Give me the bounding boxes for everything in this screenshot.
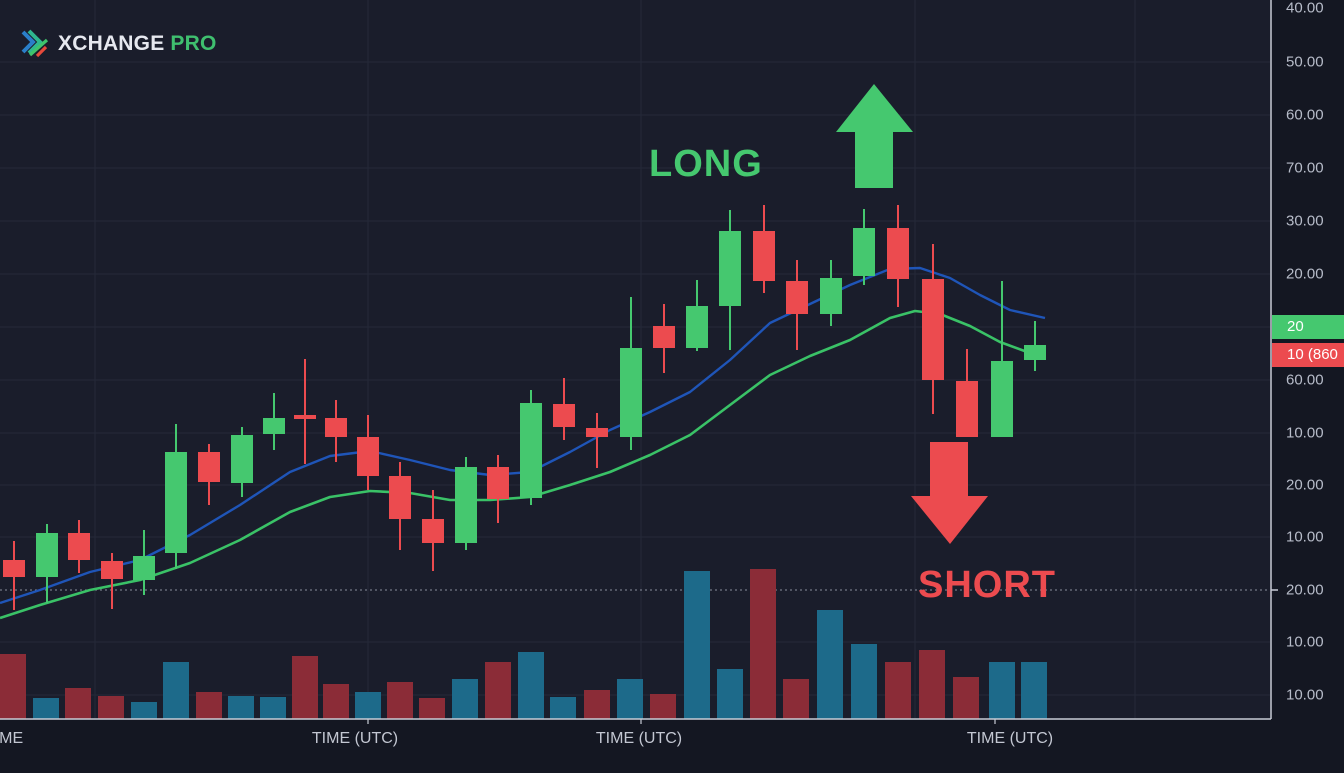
time-axis-label: TIME (UTC) xyxy=(966,730,1054,747)
candlestick[interactable] xyxy=(487,455,509,523)
candlestick[interactable] xyxy=(36,524,58,603)
volume-bar xyxy=(98,696,124,719)
volume-bar xyxy=(584,690,610,719)
volume-bar xyxy=(228,696,254,719)
volume-bar xyxy=(851,644,877,719)
candlestick[interactable] xyxy=(586,413,608,468)
candlestick[interactable] xyxy=(520,390,542,505)
candlestick[interactable] xyxy=(357,415,379,490)
price-axis-label: 10.00 xyxy=(1286,528,1324,546)
candlestick[interactable] xyxy=(553,378,575,440)
volume-bar xyxy=(260,697,286,719)
long-signal-label: LONG xyxy=(649,143,763,185)
candlestick[interactable] xyxy=(231,427,253,497)
candlestick[interactable] xyxy=(686,280,708,351)
price-axis-label: 20.00 xyxy=(1286,581,1324,599)
candlestick[interactable] xyxy=(956,349,978,437)
candlestick[interactable] xyxy=(133,530,155,595)
price-axis-label: 70.00 xyxy=(1286,159,1324,177)
candlestick[interactable] xyxy=(820,260,842,326)
candlestick[interactable] xyxy=(853,209,875,285)
volume-bar xyxy=(717,669,743,719)
volume-bar xyxy=(684,571,710,719)
price-axis-label: 60.00 xyxy=(1286,371,1324,389)
price-axis-label: 20.00 xyxy=(1286,265,1324,283)
short-signal-label: SHORT xyxy=(918,564,1056,606)
price-axis-label: 20.00 xyxy=(1286,476,1324,494)
volume-bar xyxy=(131,702,157,719)
volume-bar xyxy=(1021,662,1047,719)
candlestick[interactable] xyxy=(455,457,477,550)
volume-bars xyxy=(0,569,1047,719)
time-axis-label: TIME xyxy=(0,730,24,747)
brand-header: XCHANGE PRO xyxy=(20,28,217,60)
price-axis-label: 10.00 xyxy=(1286,424,1324,442)
candlestick[interactable] xyxy=(325,400,347,462)
volume-bar xyxy=(292,656,318,719)
long-arrow-up-icon xyxy=(836,84,913,188)
volume-bar xyxy=(989,662,1015,719)
volume-bar xyxy=(518,652,544,719)
volume-bar xyxy=(65,688,91,719)
candlestick[interactable] xyxy=(3,541,25,610)
candlestick[interactable] xyxy=(165,424,187,569)
brand-accent: PRO xyxy=(170,32,217,55)
price-axis-label: 60.00 xyxy=(1286,106,1324,124)
volume-bar xyxy=(750,569,776,719)
time-axis-label: TIME (UTC) xyxy=(595,730,683,747)
slow-moving-average-line xyxy=(0,309,1031,620)
candlestick[interactable] xyxy=(294,359,316,464)
price-axis-label: 10.00 xyxy=(1286,633,1324,651)
candlestick[interactable] xyxy=(620,297,642,450)
volume-bar xyxy=(650,694,676,719)
volume-bar xyxy=(919,650,945,719)
volume-bar xyxy=(419,698,445,719)
volume-bar xyxy=(33,698,59,719)
candlestick[interactable] xyxy=(263,393,285,450)
candlestick[interactable] xyxy=(422,490,444,571)
volume-bar xyxy=(817,610,843,719)
candlestick[interactable] xyxy=(101,553,123,609)
volume-bar xyxy=(0,654,26,719)
volume-bar xyxy=(163,662,189,719)
volume-bar xyxy=(485,662,511,719)
candlestick[interactable] xyxy=(991,281,1013,437)
volume-bar xyxy=(323,684,349,719)
price-axis-label: 40.00 xyxy=(1286,0,1324,17)
candlestick[interactable] xyxy=(1024,321,1046,371)
candlestick[interactable] xyxy=(922,244,944,414)
xchange-logo-icon xyxy=(21,29,49,58)
volume-bar xyxy=(387,682,413,719)
volume-bar xyxy=(196,692,222,719)
brand-name: XCHANGE PRO xyxy=(58,32,217,55)
price-axis-label: 50.00 xyxy=(1286,53,1324,71)
time-axis-label: TIME (UTC) xyxy=(311,730,399,747)
candlestick[interactable] xyxy=(719,210,741,350)
volume-bar xyxy=(953,677,979,719)
candlestick[interactable] xyxy=(198,444,220,505)
candlestick[interactable] xyxy=(753,205,775,293)
price-axis-label: 10.00 xyxy=(1286,686,1324,704)
candlestick[interactable] xyxy=(786,260,808,350)
current-price-tag-bull: 20 (USD xyxy=(1272,315,1344,359)
volume-bar xyxy=(452,679,478,719)
candlestick[interactable] xyxy=(887,205,909,307)
volume-bar xyxy=(617,679,643,719)
candlestick[interactable] xyxy=(68,520,90,573)
volume-bar xyxy=(355,692,381,719)
volume-bar xyxy=(550,697,576,719)
candlestick[interactable] xyxy=(389,462,411,550)
short-arrow-down-icon xyxy=(911,442,988,544)
volume-bar xyxy=(885,662,911,719)
price-axis-label: 30.00 xyxy=(1286,212,1324,230)
current-price-tag-bear: 10 (860 xyxy=(1272,343,1344,367)
volume-bar xyxy=(783,679,809,719)
candlesticks xyxy=(3,205,1046,610)
candlestick[interactable] xyxy=(653,304,675,373)
fast-moving-average-line xyxy=(0,266,1046,605)
